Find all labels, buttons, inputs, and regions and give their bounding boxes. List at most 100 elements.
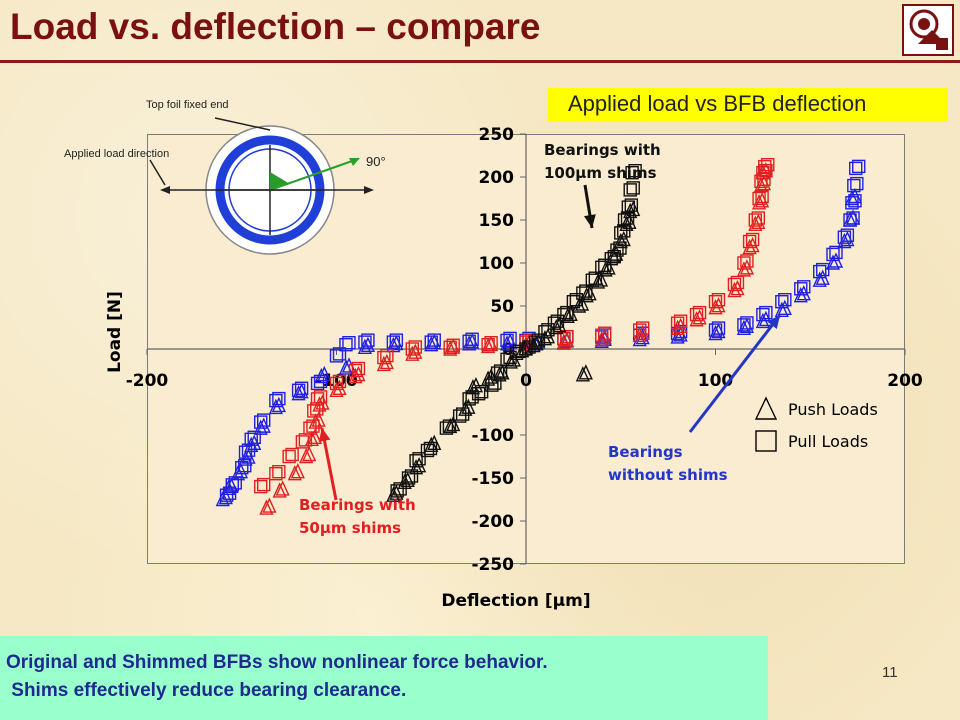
data-point: [358, 335, 372, 349]
data-point: [238, 450, 253, 466]
data-point: [282, 449, 296, 464]
data-point: [837, 232, 852, 249]
data-point-overlap: [777, 299, 792, 315]
data-point: [386, 486, 401, 502]
data-point: [253, 479, 268, 494]
data-point-overlap: [711, 322, 726, 339]
data-point: [849, 161, 863, 176]
data-point-overlap: [758, 310, 773, 327]
data-point: [304, 430, 319, 446]
inset-load-arrow: [269, 159, 356, 191]
data-point-overlap: [427, 434, 442, 451]
data-point-overlap: [411, 457, 427, 473]
data-point: [295, 435, 310, 449]
data-point-overlap: [778, 293, 792, 307]
data-point: [244, 432, 258, 446]
annotation-label: Bearings: [608, 443, 683, 461]
data-point-overlap: [845, 209, 861, 225]
data-point: [397, 473, 412, 489]
data-point-overlap: [408, 343, 423, 359]
data-point: [670, 316, 685, 330]
x-tick-label: -200: [126, 371, 169, 391]
data-point-overlap: [233, 463, 249, 479]
data-point-overlap: [597, 328, 612, 345]
inset-arrowhead-right: [364, 186, 374, 194]
y-tick-label: 250: [479, 125, 515, 145]
data-point: [291, 385, 306, 401]
data-point: [481, 337, 496, 354]
data-point: [625, 165, 639, 180]
annotation-arrow: [688, 314, 782, 433]
data-point: [465, 379, 481, 395]
data-point: [623, 202, 638, 219]
data-point: [751, 194, 767, 210]
data-point-overlap: [332, 379, 347, 395]
data-point: [752, 191, 766, 206]
data-point-overlap: [302, 445, 317, 462]
x-tick-label: 200: [887, 371, 923, 391]
data-point-overlap: [850, 176, 864, 191]
data-point-overlap: [730, 279, 745, 296]
data-point: [755, 312, 770, 329]
data-point: [424, 436, 439, 453]
data-point-overlap: [315, 394, 330, 410]
data-point-overlap: [848, 194, 862, 208]
data-point: [755, 164, 770, 180]
data-point-overlap: [840, 230, 855, 247]
data-point-overlap: [828, 252, 844, 268]
annotation-label: Bearings with: [299, 496, 416, 514]
data-point: [259, 499, 274, 515]
bottom-note-box: Original and Shimmed BFBs show nonlinear…: [0, 636, 768, 720]
x-tick-label: 0: [520, 371, 532, 391]
data-point-overlap: [593, 271, 609, 287]
data-point-overlap: [563, 305, 578, 322]
data-point-overlap: [578, 364, 593, 380]
annotation-arrowhead: [318, 428, 331, 442]
data-point: [590, 273, 606, 289]
data-point-overlap: [852, 159, 866, 174]
data-point-overlap: [272, 465, 286, 479]
chart-banner: Applied load vs BFB deflection: [568, 91, 867, 116]
data-point-overlap: [389, 484, 404, 500]
data-point: [825, 254, 841, 270]
data-point: [244, 436, 259, 453]
data-point-overlap: [446, 415, 461, 432]
data-point: [253, 415, 268, 429]
data-point-overlap: [461, 398, 476, 414]
data-point: [452, 409, 467, 423]
chart-legend: Push Loads Pull Loads: [754, 396, 878, 452]
data-point-overlap: [294, 383, 309, 399]
page-number: 11: [882, 664, 898, 681]
data-point-overlap: [465, 333, 480, 349]
data-point: [462, 392, 476, 406]
data-point: [632, 326, 647, 342]
y-tick-label: -150: [471, 469, 514, 489]
data-point-overlap: [307, 428, 322, 444]
annotation-label: 50μm shims: [299, 519, 401, 537]
data-point-overlap: [332, 374, 347, 389]
data-point: [670, 319, 685, 336]
data-point: [287, 465, 302, 481]
data-point: [613, 232, 628, 249]
data-point: [549, 318, 564, 335]
inset-direction-leader: [149, 159, 166, 186]
data-point-overlap: [635, 328, 650, 345]
data-point: [405, 342, 419, 356]
data-point: [689, 307, 704, 322]
chart-banner-bg: [548, 88, 948, 122]
data-point-overlap: [626, 200, 641, 217]
data-point-overlap: [317, 365, 332, 382]
data-point: [308, 413, 323, 429]
data-point: [537, 330, 553, 346]
data-point: [844, 189, 860, 206]
data-point-overlap: [412, 452, 426, 466]
annotation-arrowhead: [767, 315, 780, 329]
data-point-overlap: [761, 157, 775, 172]
data-point: [633, 323, 647, 337]
data-point-overlap: [582, 285, 597, 301]
data-point: [481, 370, 496, 386]
data-point: [623, 183, 637, 197]
data-point: [443, 417, 458, 434]
bottom-note-line-1: Original and Shimmed BFBs show nonlinear…: [6, 652, 548, 673]
data-point: [492, 366, 507, 382]
